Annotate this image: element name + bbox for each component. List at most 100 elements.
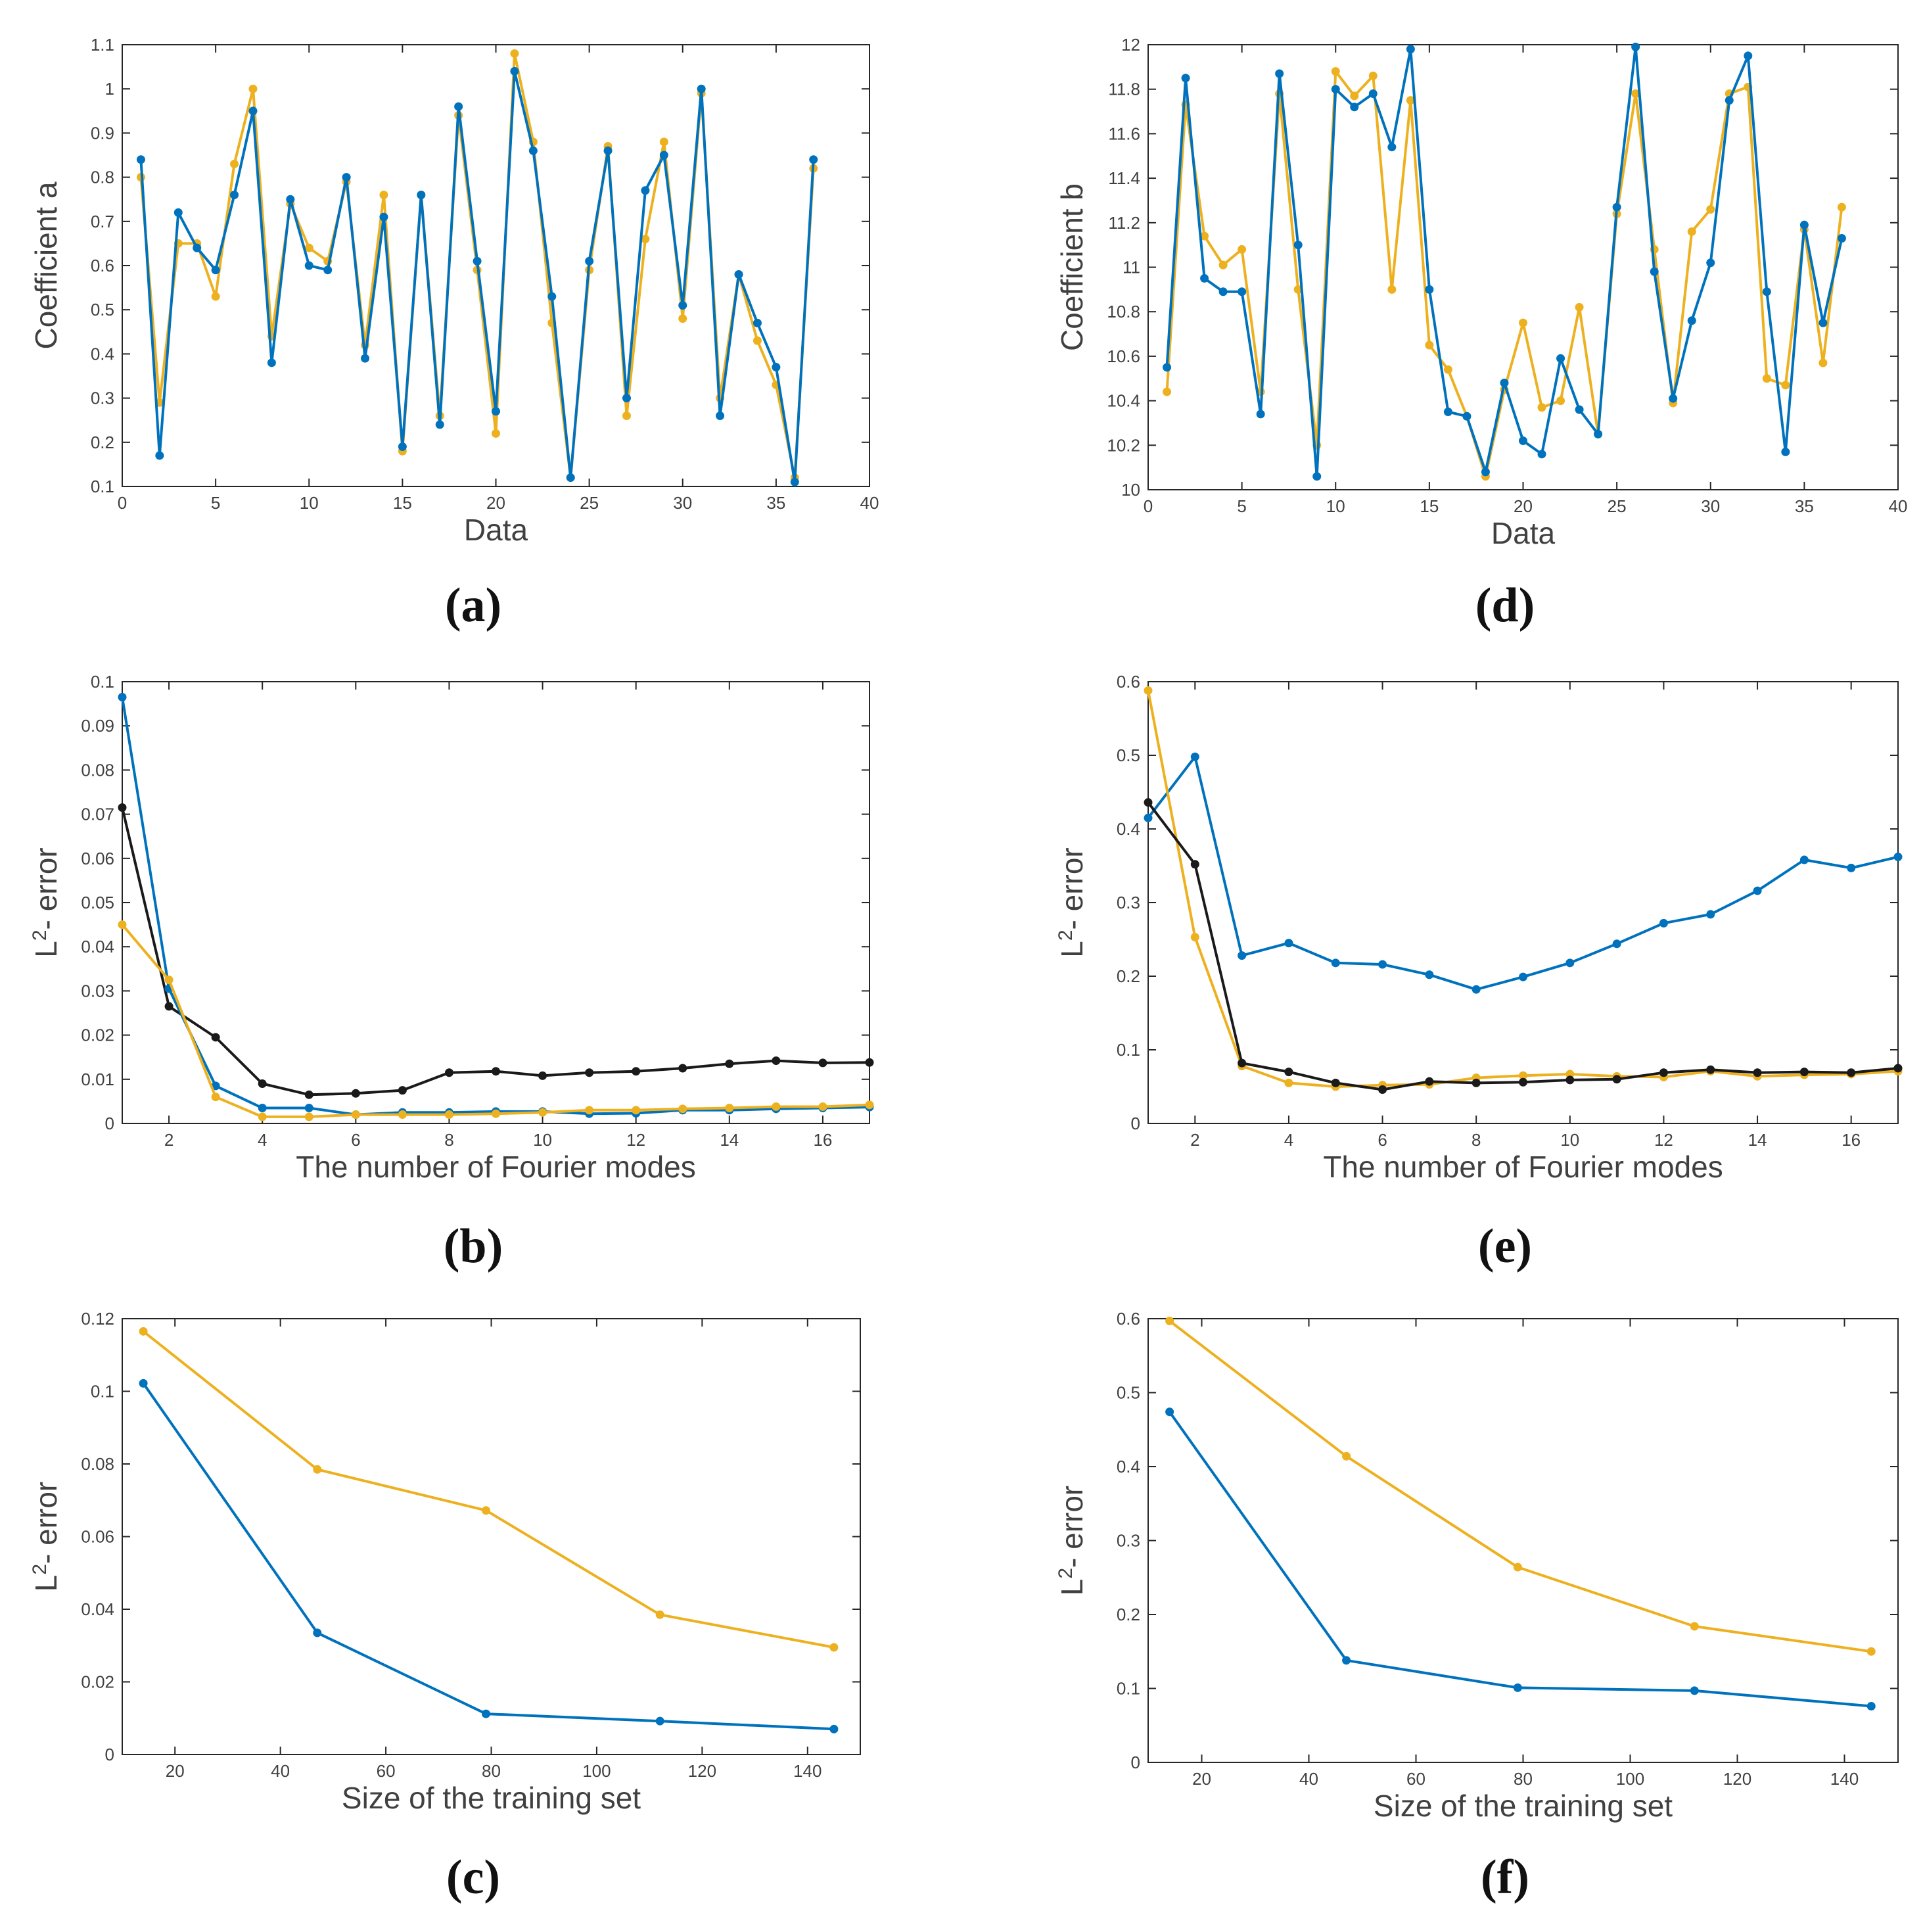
x-tick-label: 8 [444,1130,453,1150]
data-point [1893,853,1903,862]
data-point [1781,447,1790,456]
data-point [734,270,743,279]
y-axis-label-text: - error [29,1482,63,1564]
data-point [286,195,295,204]
data-point [1799,220,1809,229]
data-point [678,300,687,310]
data-point [1165,1316,1174,1325]
data-point [164,976,174,985]
y-tick-label: 0.1 [1117,1040,1140,1060]
y-tick-label: 0.3 [1117,893,1140,912]
data-point [351,1110,360,1119]
x-tick-label: 5 [1237,496,1246,516]
y-tick-label: 1 [105,79,114,99]
data-point [753,318,762,327]
data-point [313,1628,322,1637]
x-tick-label: 30 [673,493,692,513]
data-point [1443,408,1452,417]
data-point [1565,958,1575,968]
data-point [1513,1683,1522,1692]
panel-c: 20 40 60 80 100 120 140 0 0.02 0.04 0.06 0.08 0.1 0.1… [29,1309,861,1904]
x-tick-label: 20 [166,1761,185,1781]
x-tick-label: 5 [211,493,220,513]
data-point [510,49,519,58]
data-point [1190,933,1199,942]
data-point [678,314,687,323]
panel-label: (a) [445,578,501,632]
data-point [211,292,220,301]
data-point [1331,67,1340,76]
data-point [1669,394,1678,403]
y-axis-label: L2- error [29,847,64,958]
data-point [1293,241,1303,250]
y-tick-label: 0.5 [1117,745,1140,765]
data-point [1690,1622,1699,1631]
x-tick-label: 80 [482,1761,501,1781]
data-point [1799,1068,1809,1077]
y-tick-label: 0.04 [81,1599,114,1619]
data-point [641,235,650,244]
data-point [258,1103,267,1112]
data-point [1342,1451,1351,1461]
y-tick-label: 0.04 [81,937,114,956]
data-point [1425,285,1434,294]
data-point [585,256,594,266]
data-point [1350,103,1359,112]
data-point [1342,1656,1351,1665]
data-point [1575,405,1584,414]
data-point [1893,1064,1903,1073]
x-tick-label: 15 [393,493,412,513]
data-point [304,243,313,252]
y-tick-label: 0.5 [91,300,114,319]
data-point [1594,429,1603,438]
y-tick-label: 0.3 [91,389,114,408]
x-tick-label: 10 [1560,1130,1579,1150]
data-point [1425,341,1434,350]
data-point [1190,752,1199,761]
data-point [725,1059,734,1068]
y-tick-label: 0.03 [81,981,114,1001]
data-point [1284,939,1293,948]
data-point [1238,245,1247,254]
data-point [492,1067,500,1076]
x-tick-label: 40 [860,493,879,513]
data-point [1659,918,1668,928]
y-axis-label-sup: 2 [29,930,51,941]
data-point [1753,1068,1762,1077]
data-point [444,1110,453,1119]
data-point [753,336,762,345]
y-tick-label: 11.2 [1108,213,1140,233]
data-point [230,159,239,168]
y-tick-label: 11.8 [1108,80,1140,99]
data-point [1471,1078,1481,1087]
y-axis-label-sup: 2 [29,1564,51,1575]
data-point [304,1090,313,1099]
data-point [566,473,575,483]
data-point [1513,1563,1522,1572]
data-point [1350,91,1359,101]
data-point [473,256,482,266]
data-point [1238,287,1247,296]
data-point [1706,910,1715,919]
data-point [1144,798,1153,807]
data-point [1144,813,1153,822]
data-point [1275,69,1284,78]
data-point [1575,302,1584,312]
data-point [1866,1647,1876,1656]
y-axis-label-text: - error [1055,847,1089,930]
x-tick-label: 0 [1144,496,1153,516]
y-axis-label: Coefficient a [29,181,63,349]
data-point [1368,71,1378,80]
data-point [1612,202,1621,212]
y-tick-label: 11.4 [1108,168,1140,188]
y-axis-label-base: L [29,1575,63,1592]
data-point [1687,316,1696,325]
data-point [1238,1058,1247,1068]
data-point [1866,1702,1876,1710]
data-point [1631,42,1640,51]
data-point [454,102,463,111]
y-tick-label: 0.01 [81,1070,114,1089]
data-point [790,477,799,486]
x-tick-label: 35 [1795,496,1814,516]
y-tick-label: 0.4 [1117,819,1140,839]
